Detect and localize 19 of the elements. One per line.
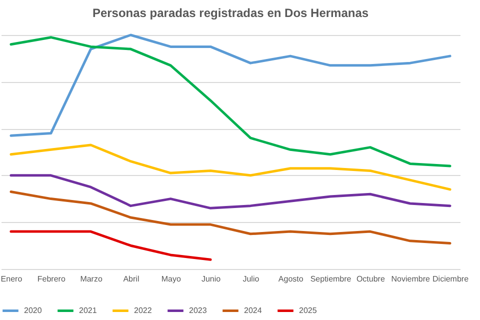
- legend-label: 2024: [244, 306, 262, 315]
- x-tick-label: Septiembre: [310, 274, 352, 284]
- legend-label: 2025: [299, 306, 318, 315]
- x-tick-label: Enero: [0, 274, 23, 284]
- x-tick-label: Agosto: [278, 274, 304, 284]
- x-tick-label: Noviembre: [391, 274, 430, 284]
- x-tick-label: Diciembre: [432, 274, 470, 284]
- x-tick-label: Febrero: [37, 274, 66, 284]
- x-tick-label: Mayo: [161, 274, 182, 284]
- legend-label: 2023: [189, 306, 208, 315]
- legend-label: 2021: [79, 306, 98, 315]
- x-tick-label: Abril: [123, 274, 140, 284]
- x-tick-label: Junio: [201, 274, 222, 284]
- chart-title: Personas paradas registradas en Dos Hermanas: [92, 6, 369, 20]
- legend-label: 2020: [24, 306, 42, 315]
- x-tick-label: Julio: [242, 274, 260, 284]
- x-tick-label: Marzo: [80, 274, 103, 284]
- legend-label: 2022: [134, 306, 152, 315]
- x-tick-label: Octubre: [356, 274, 386, 284]
